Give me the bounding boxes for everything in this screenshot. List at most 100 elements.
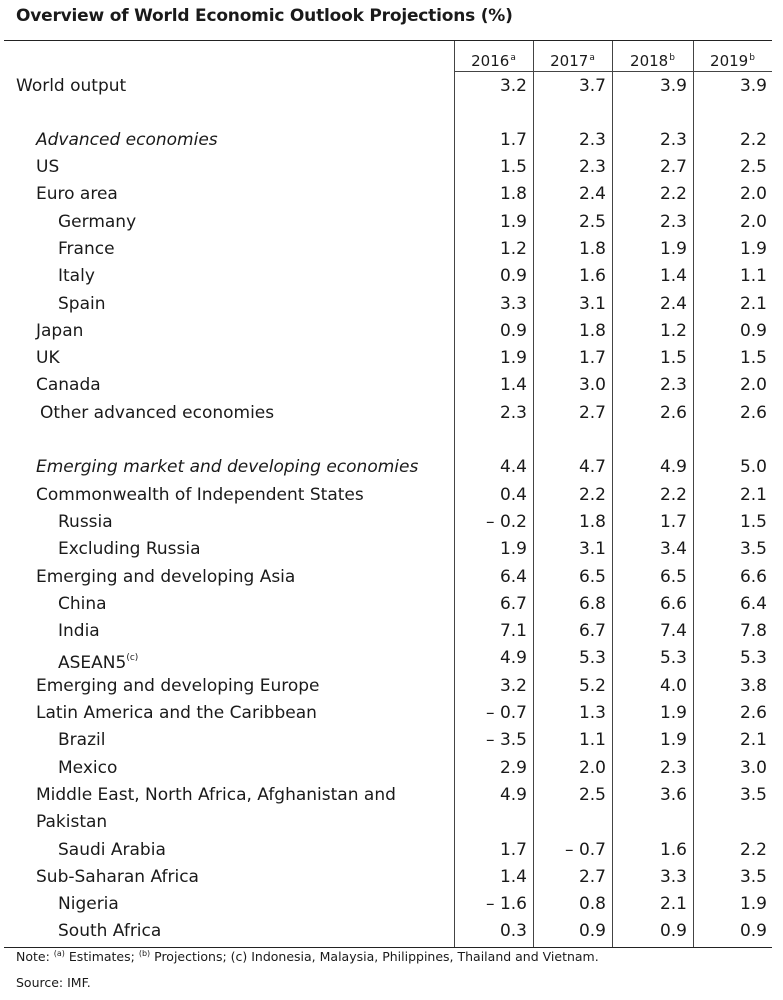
value-cell: 3.8 — [740, 673, 767, 700]
value-cell: 7.4 — [660, 618, 687, 645]
value-cell: 4.9 — [500, 782, 527, 809]
value-cell: 1.8 — [579, 509, 606, 536]
value-cell: 2.2 — [660, 181, 687, 208]
value-cell: 2.2 — [740, 127, 767, 154]
table-row: Brazil – 3.5 1.1 1.9 2.1 — [4, 727, 772, 754]
value-cell: 4.9 — [500, 645, 527, 672]
value-cell: 3.1 — [579, 536, 606, 563]
value-cell: 2.3 — [660, 755, 687, 782]
table-row: Sub-Saharan Africa 1.4 2.7 3.3 3.5 — [4, 864, 772, 891]
row-label: Canada — [36, 372, 101, 399]
row-label: Germany — [58, 209, 136, 236]
table-row: Saudi Arabia 1.7 – 0.7 1.6 2.2 — [4, 837, 772, 864]
value-cell: 1.7 — [660, 509, 687, 536]
table-row: Germany 1.9 2.5 2.3 2.0 — [4, 209, 772, 236]
table-row: Excluding Russia 1.9 3.1 3.4 3.5 — [4, 536, 772, 563]
row-label: China — [58, 591, 107, 618]
value-cell: 6.4 — [740, 591, 767, 618]
table-row: Nigeria – 1.6 0.8 2.1 1.9 — [4, 891, 772, 918]
value-cell: 3.1 — [579, 291, 606, 318]
row-label: Other advanced economies — [40, 400, 274, 427]
table-row: Russia – 0.2 1.8 1.7 1.5 — [4, 509, 772, 536]
value-cell: 2.1 — [660, 891, 687, 918]
row-label: Saudi Arabia — [58, 837, 166, 864]
row-label: Italy — [58, 263, 95, 290]
value-cell: 1.2 — [500, 236, 527, 263]
row-label: Spain — [58, 291, 106, 318]
value-cell: 5.2 — [579, 673, 606, 700]
row-label: Advanced economies — [36, 127, 218, 154]
value-cell: 1.7 — [500, 127, 527, 154]
value-cell: 1.5 — [500, 154, 527, 181]
value-cell: 1.1 — [740, 263, 767, 290]
value-cell: 2.2 — [660, 482, 687, 509]
value-cell: 2.0 — [740, 372, 767, 399]
value-cell: 0.3 — [500, 918, 527, 945]
value-cell: 1.7 — [500, 837, 527, 864]
value-cell: – 1.6 — [486, 891, 527, 918]
value-cell: 3.9 — [740, 73, 767, 100]
value-cell: 3.3 — [500, 291, 527, 318]
projections-table: 2016a 2017a 2018b 2019b World output 3.2 3… — [4, 40, 772, 948]
value-cell: 2.3 — [579, 154, 606, 181]
value-cell: 3.9 — [660, 73, 687, 100]
table-row: Mexico 2.9 2.0 2.3 3.0 — [4, 755, 772, 782]
value-cell: 2.3 — [660, 209, 687, 236]
value-cell: 4.0 — [660, 673, 687, 700]
row-label: Brazil — [58, 727, 105, 754]
value-cell: 3.5 — [740, 782, 767, 809]
table-row: Emerging and developing Asia 6.4 6.5 6.5 6.6 — [4, 564, 772, 591]
table-row: France 1.2 1.8 1.9 1.9 — [4, 236, 772, 263]
table-row: Italy 0.9 1.6 1.4 1.1 — [4, 263, 772, 290]
table-row: South Africa 0.3 0.9 0.9 0.9 — [4, 918, 772, 945]
value-cell: 2.2 — [579, 482, 606, 509]
value-cell: 3.2 — [500, 73, 527, 100]
table-row: Latin America and the Caribbean – 0.7 1.3 1… — [4, 700, 772, 727]
row-label: Euro area — [36, 181, 118, 208]
value-cell: 4.7 — [579, 454, 606, 481]
row-label: UK — [36, 345, 60, 372]
value-cell: 6.4 — [500, 564, 527, 591]
header-2018: 2018b — [612, 47, 693, 69]
value-cell: 2.7 — [660, 154, 687, 181]
value-cell: 0.9 — [740, 918, 767, 945]
table-row: Other advanced economies 2.3 2.7 2.6 2.6 — [4, 400, 772, 427]
value-cell: 1.4 — [500, 864, 527, 891]
row-label: World output — [16, 73, 126, 100]
row-label: Sub-Saharan Africa — [36, 864, 199, 891]
value-cell: 6.7 — [579, 618, 606, 645]
row-label: South Africa — [58, 918, 161, 945]
value-cell: 2.5 — [579, 782, 606, 809]
value-cell: 3.5 — [740, 536, 767, 563]
table-row: US 1.5 2.3 2.7 2.5 — [4, 154, 772, 181]
value-cell: 2.0 — [579, 755, 606, 782]
value-cell: 2.6 — [740, 700, 767, 727]
value-cell: 2.7 — [579, 400, 606, 427]
table-row: Japan 0.9 1.8 1.2 0.9 — [4, 318, 772, 345]
value-cell: 5.3 — [579, 645, 606, 672]
row-label: Mexico — [58, 755, 117, 782]
row-label: Emerging and developing Europe — [36, 673, 319, 700]
row-label: Russia — [58, 509, 113, 536]
table-row: China 6.7 6.8 6.6 6.4 — [4, 591, 772, 618]
row-label: Latin America and the Caribbean — [36, 700, 317, 727]
value-cell: 2.5 — [579, 209, 606, 236]
row-label: Middle East, North Africa, Afghanistan a… — [36, 782, 396, 809]
value-cell: 2.4 — [660, 291, 687, 318]
value-cell: 3.0 — [579, 372, 606, 399]
value-cell: 3.2 — [500, 673, 527, 700]
row-label: Emerging and developing Asia — [36, 564, 295, 591]
value-cell: 3.0 — [740, 755, 767, 782]
value-cell: 7.1 — [500, 618, 527, 645]
table-row: India 7.1 6.7 7.4 7.8 — [4, 618, 772, 645]
table-row: World output 3.2 3.7 3.9 3.9 — [4, 73, 772, 100]
row-label-continued: Pakistan — [36, 809, 107, 836]
header-underline — [454, 71, 772, 72]
value-cell: 6.8 — [579, 591, 606, 618]
value-cell: 1.3 — [579, 700, 606, 727]
table-source: Source: IMF. — [16, 975, 91, 990]
value-cell: 6.7 — [500, 591, 527, 618]
value-cell: 1.8 — [579, 318, 606, 345]
value-cell: – 0.7 — [486, 700, 527, 727]
value-cell: 2.4 — [579, 181, 606, 208]
